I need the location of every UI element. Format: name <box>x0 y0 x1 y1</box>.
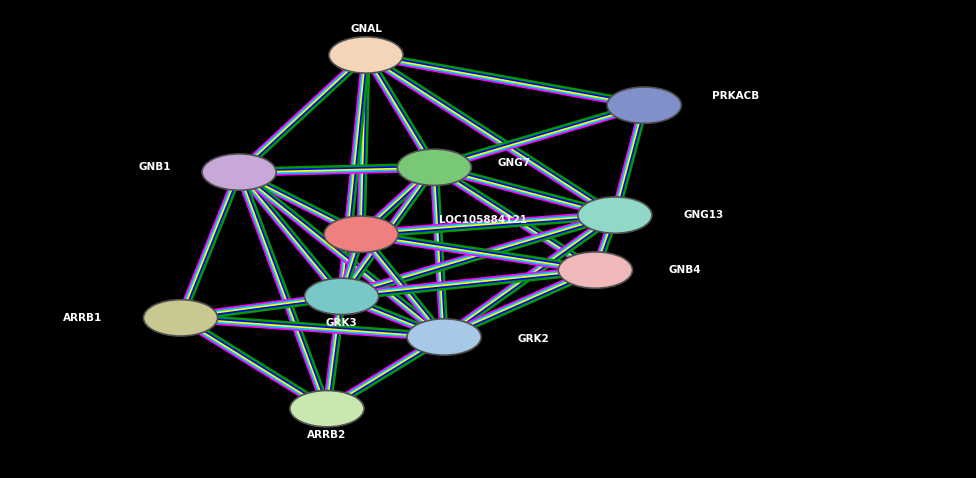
Text: GNG13: GNG13 <box>683 210 723 220</box>
Text: PRKACB: PRKACB <box>712 91 759 100</box>
Text: GNB1: GNB1 <box>139 163 171 172</box>
Circle shape <box>143 300 218 336</box>
Circle shape <box>397 149 471 185</box>
Text: GNG7: GNG7 <box>498 158 531 167</box>
Circle shape <box>202 154 276 190</box>
Text: GNB4: GNB4 <box>669 265 701 275</box>
Circle shape <box>607 87 681 123</box>
Text: LOC105884121: LOC105884121 <box>439 215 527 225</box>
Text: ARRB1: ARRB1 <box>63 313 102 323</box>
Circle shape <box>324 216 398 252</box>
Text: GRK3: GRK3 <box>326 318 357 327</box>
Circle shape <box>290 391 364 427</box>
Circle shape <box>558 252 632 288</box>
Circle shape <box>305 278 379 315</box>
Circle shape <box>407 319 481 355</box>
Circle shape <box>578 197 652 233</box>
Circle shape <box>329 37 403 73</box>
Text: ARRB2: ARRB2 <box>307 430 346 440</box>
Text: GNAL: GNAL <box>350 24 382 33</box>
Text: GRK2: GRK2 <box>517 335 549 344</box>
